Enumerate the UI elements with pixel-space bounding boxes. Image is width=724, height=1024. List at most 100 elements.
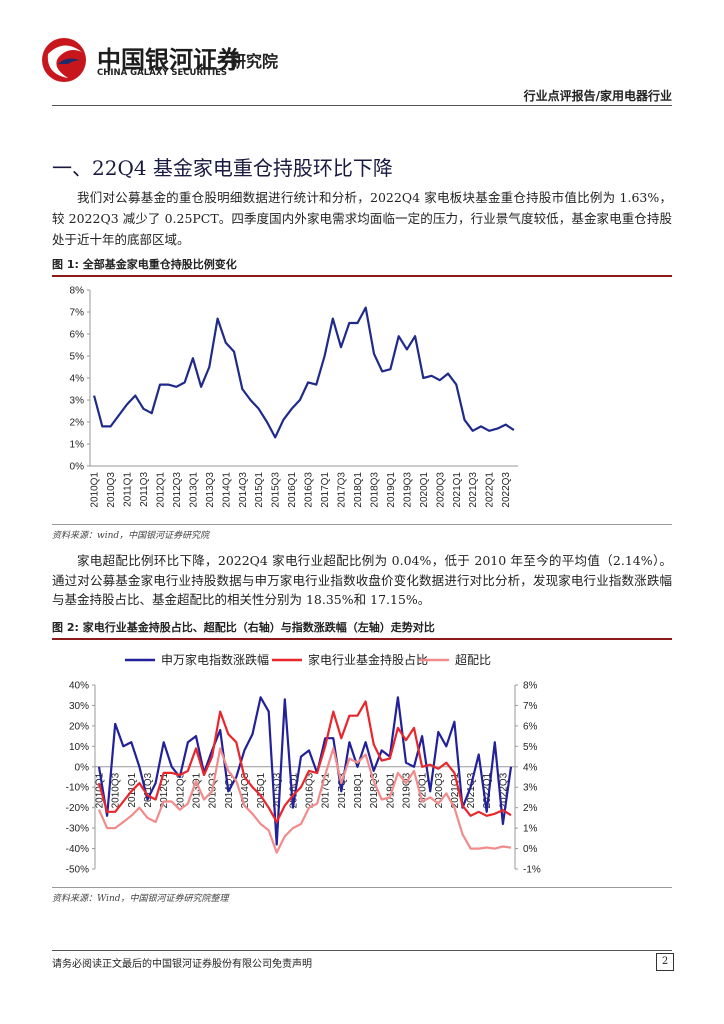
x-tick-label: 2016Q3	[305, 772, 316, 808]
x-tick-label: 2017Q1	[320, 472, 331, 508]
institute: 研究院	[230, 52, 279, 71]
y-tick-label: 4%	[70, 374, 85, 385]
chart: 0% 1% 2% 3% 4% 5% 6% 7% 8% 2010Q1 2010Q3 2011Q1 2011…	[70, 286, 518, 508]
x-tick-label: 2014Q3	[240, 772, 251, 808]
x-tick-label: 2019Q3	[402, 472, 413, 508]
disclaimer: 请务必阅读正文最后的中国银河证券股份有限公司免责声明	[52, 959, 312, 970]
x-tick-label: 2022Q3	[501, 472, 512, 508]
series-line	[97, 700, 512, 824]
x-tick-label: 2020Q3	[434, 772, 445, 808]
x-tick-label: 2012Q3	[175, 772, 186, 808]
y-tick-label: 0%	[75, 762, 90, 773]
y2-tick-label: 0%	[523, 844, 538, 855]
x-tick-label: 2014Q3	[238, 472, 249, 508]
x-tick-label: 2021Q1	[452, 472, 463, 508]
x-tick-label: 2022Q1	[482, 772, 493, 808]
x-tick-label: 2017Q1	[321, 772, 332, 808]
y-tick-label: 30%	[69, 701, 89, 712]
x-tick-label: 2020Q1	[418, 772, 429, 808]
x-tick-label: 2010Q1	[90, 472, 101, 508]
header-rule	[52, 105, 672, 106]
y2-tick-label: 1%	[523, 824, 538, 835]
y2-tick-label: -1%	[523, 865, 541, 876]
x-tick-label: 2015Q3	[272, 772, 283, 808]
x-tick-label: 2014Q1	[221, 472, 232, 508]
y2-tick-label: 7%	[523, 701, 538, 712]
x-tick-label: 2013Q3	[205, 472, 216, 508]
x-tick-label: 2010Q3	[111, 772, 122, 808]
y2-tick-label: 2%	[523, 803, 538, 814]
y-tick-label: -30%	[66, 824, 89, 835]
y-tick-label: 5%	[70, 352, 85, 363]
y-tick-label: 6%	[70, 330, 85, 341]
footer-rule	[52, 950, 672, 951]
x-tick-label: 2020Q3	[435, 472, 446, 508]
legend-label: 申万家电指数涨跌幅	[161, 652, 269, 667]
paragraph: 我们对公募基金的重仓股明细数据进行统计和分析，2022Q4 家电板块基金重仓持股…	[52, 190, 672, 247]
y-tick-label: 40%	[69, 681, 89, 692]
x-tick-label: 2015Q3	[271, 472, 282, 508]
logo-cn: 中国银河证券	[97, 46, 241, 74]
x-tick-label: 2018Q3	[369, 772, 380, 808]
x-tick-label: 2020Q1	[419, 472, 430, 508]
x-tick-label: 2021Q1	[450, 772, 461, 808]
y2-tick-label: 6%	[523, 721, 538, 732]
y2-tick-label: 8%	[523, 681, 538, 692]
source: 资料来源：wind，中国银河证券研究院	[52, 524, 672, 541]
x-tick-label: 2015Q1	[254, 472, 265, 508]
x-tick-label: 2018Q1	[353, 472, 364, 508]
y-tick-label: 1%	[70, 440, 85, 451]
x-tick-label: 2019Q1	[386, 472, 397, 508]
y-tick-label: 3%	[70, 396, 85, 407]
x-tick-label: 2016Q3	[304, 472, 315, 508]
series-line	[93, 306, 515, 439]
report-type: 行业点评报告/家用电器行业	[523, 89, 672, 103]
y-tick-label: -20%	[66, 803, 89, 814]
y-tick-label: 10%	[69, 742, 89, 753]
figure-caption: 图 2: 家电行业基金持股占比、超配比（右轴）与指数涨跌幅（左轴）走势对比	[52, 619, 672, 640]
x-tick-label: 2018Q1	[353, 772, 364, 808]
y-tick-label: 2%	[70, 418, 85, 429]
x-tick-label: 2010Q3	[106, 472, 117, 508]
legend-label: 家电行业基金持股占比	[308, 652, 428, 667]
x-tick-label: 2019Q3	[401, 772, 412, 808]
y-tick-label: -50%	[66, 865, 89, 876]
x-tick-label: 2011Q1	[123, 472, 134, 507]
x-tick-label: 2021Q3	[466, 772, 477, 808]
paragraph: 家电超配比例环比下降，2022Q4 家电行业超配比例为 0.04%，低于 201…	[52, 553, 672, 607]
x-tick-label: 2021Q3	[468, 472, 479, 508]
x-tick-label: 2016Q1	[288, 772, 299, 808]
x-tick-label: 2019Q1	[385, 772, 396, 808]
y-tick-label: -40%	[66, 844, 89, 855]
logo-en: CHINA GALAXY SECURITIES	[97, 68, 228, 78]
x-tick-label: 2012Q3	[172, 472, 183, 508]
x-tick-label: 2012Q1	[155, 472, 166, 508]
page-number: 2	[656, 953, 674, 971]
x-tick-label: 2016Q1	[287, 472, 298, 508]
y-tick-label: 0%	[70, 462, 85, 473]
chart: -50% -40% -30% -20% -10% 0% 10% 20% 30% 40% -1% 0% 1…	[66, 652, 541, 876]
x-tick-label: 2017Q3	[337, 472, 348, 508]
y-tick-label: 20%	[69, 721, 89, 732]
y2-tick-label: 3%	[523, 783, 538, 794]
y-tick-label: 7%	[70, 308, 85, 319]
y-tick-label: 8%	[70, 286, 85, 297]
source: 资料来源：Wind，中国银河证券研究院整理	[52, 887, 672, 904]
section-title: 一、22Q4 基金家电重仓持股环比下降	[52, 156, 393, 180]
legend-label: 超配比	[455, 652, 491, 667]
series-line	[97, 747, 512, 854]
x-tick-label: 2011Q3	[139, 472, 150, 507]
x-tick-label: 2018Q3	[369, 472, 380, 508]
x-tick-label: 2013Q1	[191, 772, 202, 808]
x-tick-label: 2012Q1	[159, 772, 170, 808]
figure-caption: 图 1: 全部基金家电重仓持股比例变化	[52, 256, 672, 277]
series-line	[97, 696, 513, 846]
x-tick-label: 2011Q3	[143, 772, 154, 807]
x-tick-label: 2022Q3	[498, 772, 509, 808]
y-tick-label: -10%	[66, 783, 89, 794]
y2-tick-label: 5%	[523, 742, 538, 753]
logo-icon	[42, 38, 86, 82]
x-tick-label: 2013Q1	[188, 472, 199, 508]
y2-tick-label: 4%	[523, 762, 538, 773]
